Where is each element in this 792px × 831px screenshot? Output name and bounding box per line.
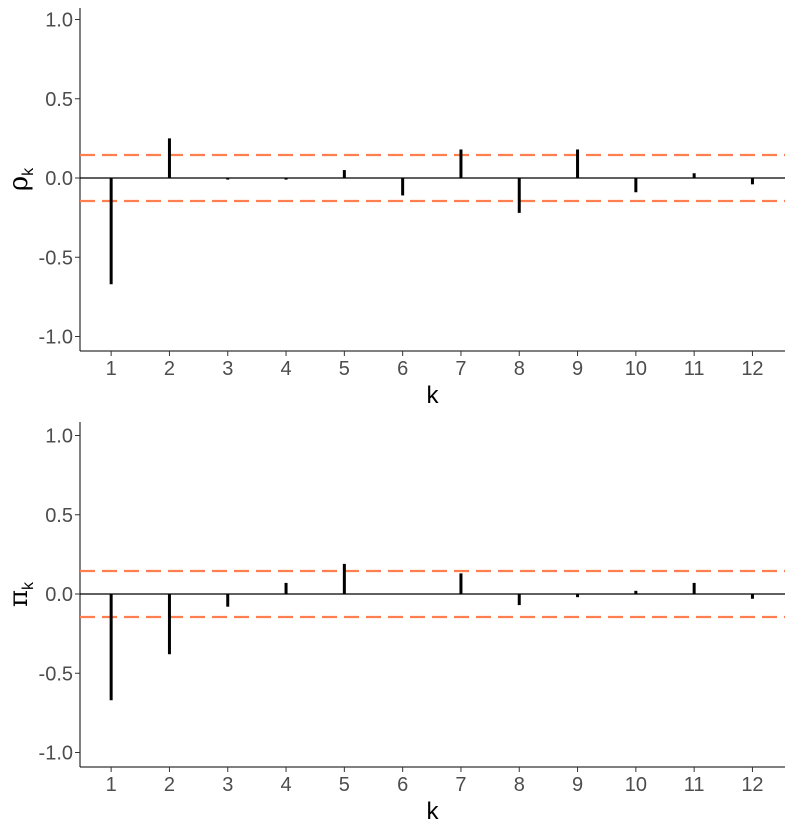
pacf-x-tick-label: 9 [572,774,583,796]
acf-x-tick-label: 3 [222,358,233,380]
acf-y-tick-label: -1.0 [39,327,73,349]
pacf-y-tick-label: 0.0 [45,584,73,606]
pacf-x-tick-label: 8 [514,774,525,796]
pacf-y-axis-subscript: k [20,581,37,590]
acf-x-tick-label: 8 [514,358,525,380]
pacf-y-tick-label: -0.5 [39,663,73,685]
pacf-x-tick-label: 6 [397,774,408,796]
pacf-y-tick-label: 0.5 [45,505,73,527]
acf-y-tick-label: -0.5 [39,247,73,269]
pacf-x-axis-title: k [427,798,440,825]
acf-x-tick-label: 7 [455,358,466,380]
acf-x-tick-label: 2 [164,358,175,380]
acf-x-tick-label: 6 [397,358,408,380]
pacf-x-tick-label: 5 [339,774,350,796]
acf-y-tick-label: 0.5 [45,89,73,111]
pacf-y-tick-label: 1.0 [45,426,73,448]
acf-x-axis-title: k [427,382,440,409]
acf-x-tick-label: 10 [625,358,647,380]
acf-y-tick-label: 1.0 [45,10,73,32]
acf-y-axis-subscript: k [20,167,37,176]
acf-x-tick-label: 5 [339,358,350,380]
pacf-x-tick-label: 7 [455,774,466,796]
acf-y-axis-symbol: ρ [4,176,34,191]
pacf-x-tick-label: 2 [164,774,175,796]
acf-x-tick-label: 12 [741,358,763,380]
pacf-x-tick-label: 3 [222,774,233,796]
acf-x-tick-label: 1 [106,358,117,380]
acf-x-tick-label: 4 [280,358,291,380]
pacf-x-tick-label: 11 [684,774,705,796]
pacf-y-tick-label: -1.0 [39,743,73,765]
pacf-y-axis-symbol: π [4,590,34,607]
pacf-x-tick-label: 10 [625,774,647,796]
pacf-x-tick-label: 1 [106,774,117,796]
pacf-x-tick-label: 12 [741,774,763,796]
acf-y-axis-title: ρk [4,167,37,191]
acf-x-tick-label: 9 [572,358,583,380]
acf-y-tick-label: 0.0 [45,168,73,190]
acf-x-tick-label: 11 [684,358,705,380]
pacf-y-axis-title: πk [4,581,37,607]
pacf-x-tick-label: 4 [280,774,291,796]
